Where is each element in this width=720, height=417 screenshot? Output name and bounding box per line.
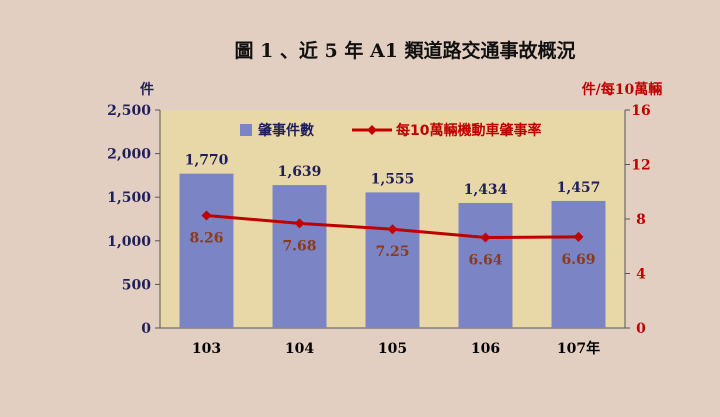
rate-point: [480, 232, 491, 243]
legend-bar-swatch: [240, 124, 252, 136]
rate-value-label: 7.68: [282, 238, 316, 254]
bar-value-label: 1,639: [278, 164, 322, 180]
left-axis-title: 件: [140, 81, 154, 98]
rate-point: [387, 224, 398, 235]
left-axis-ticks: 0 500 1,000 1,500 2,000 2,500: [107, 103, 160, 337]
bar: [458, 202, 513, 328]
bar-series: [179, 173, 606, 328]
left-tick-label: 1,500: [107, 190, 151, 206]
right-axis-title: 件/每10萬輛: [582, 81, 663, 98]
bar: [365, 192, 420, 328]
right-tick-label: 0: [636, 321, 646, 337]
bar-value-label: 1,434: [464, 182, 508, 198]
rate-value-label: 6.64: [468, 253, 502, 269]
rate-value-label: 6.69: [561, 252, 595, 268]
bar: [179, 173, 234, 328]
bar-value-label: 1,555: [371, 171, 415, 187]
chart-title: 圖 1 、近 5 年 A1 類道路交通事故概況: [234, 39, 575, 62]
right-tick-label: 8: [636, 212, 646, 228]
left-tick-label: 0: [141, 321, 151, 337]
x-axis-ticks: 103 104 105 106 107年: [192, 340, 600, 357]
category-label: 104: [285, 341, 314, 357]
left-tick-label: 2,000: [107, 147, 151, 163]
category-label: 107年: [557, 340, 600, 357]
bar-value-label: 1,457: [557, 180, 601, 196]
left-tick-label: 500: [122, 277, 151, 293]
bar-value-label: 1,770: [185, 153, 229, 169]
legend-line-marker: [367, 125, 377, 135]
legend: 肇事件數 每10萬輛機動車肇事率: [240, 122, 541, 139]
right-tick-label: 16: [631, 103, 650, 119]
bar-data-labels: 1,770 1,639 1,555 1,434 1,457: [185, 153, 601, 198]
right-axis-ticks: 0 4 8 12 16: [625, 103, 651, 337]
bar: [272, 185, 327, 328]
left-tick-label: 1,000: [107, 234, 151, 250]
line-series: [201, 210, 584, 243]
right-tick-label: 4: [636, 267, 646, 283]
rate-value-label: 7.25: [375, 244, 409, 260]
category-label: 106: [471, 341, 500, 357]
bar: [551, 200, 606, 328]
legend-bar-label: 肇事件數: [258, 122, 314, 139]
rate-point: [573, 231, 584, 242]
line-data-labels: 8.26 7.68 7.25 6.64 6.69: [189, 230, 595, 268]
category-label: 103: [192, 341, 221, 357]
left-tick-label: 2,500: [107, 103, 151, 119]
category-label: 105: [378, 341, 407, 357]
right-tick-label: 12: [631, 158, 650, 174]
legend-line-label: 每10萬輛機動車肇事率: [396, 122, 541, 139]
rate-value-label: 8.26: [189, 230, 223, 246]
rate-point: [201, 210, 212, 221]
rate-point: [294, 218, 305, 229]
